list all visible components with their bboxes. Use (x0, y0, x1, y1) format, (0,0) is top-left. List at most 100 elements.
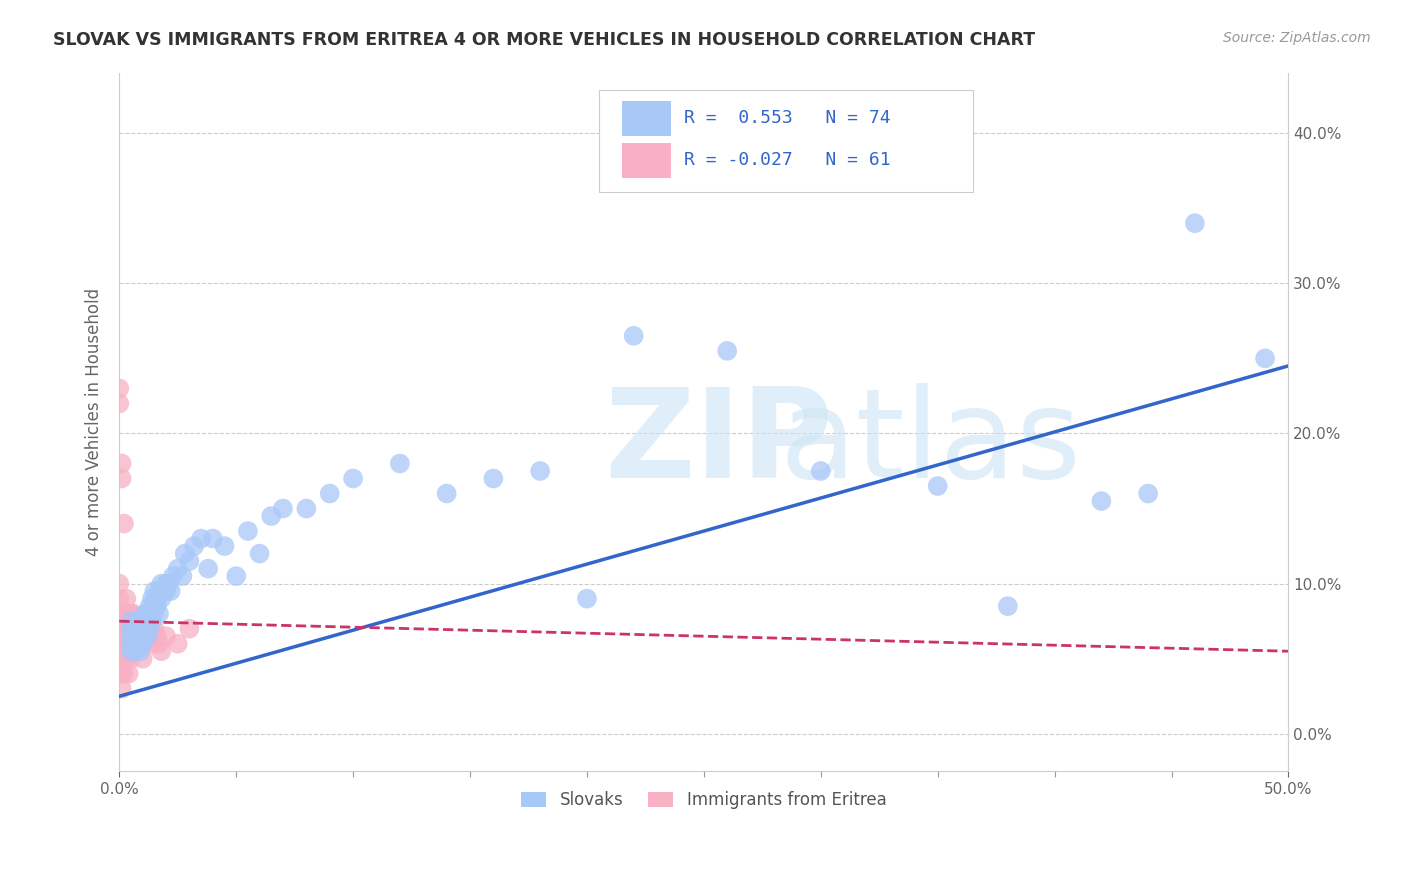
Point (162, 569, 184, 583)
Point (117, 666, 139, 681)
Point (108, 622, 131, 636)
Point (623, 328, 645, 343)
Point (134, 607, 156, 621)
Point (117, 607, 139, 621)
Point (129, 622, 152, 636)
Point (129, 629, 152, 643)
Point (150, 644, 173, 658)
Point (115, 591, 138, 606)
Point (271, 501, 294, 516)
Point (108, 576, 131, 591)
Point (295, 501, 318, 516)
Point (183, 539, 205, 553)
Point (124, 629, 146, 643)
Point (120, 644, 142, 658)
Point (120, 622, 142, 636)
Point (120, 607, 142, 621)
Point (179, 622, 201, 636)
Point (214, 539, 236, 553)
Point (155, 584, 177, 599)
Text: ZIP: ZIP (605, 383, 834, 504)
Point (131, 614, 153, 628)
Point (143, 607, 166, 621)
Point (110, 666, 132, 681)
Point (150, 591, 173, 606)
Point (112, 637, 135, 651)
Point (529, 464, 551, 478)
Point (225, 569, 247, 583)
Point (112, 651, 135, 665)
Point (148, 637, 170, 651)
Point (810, 464, 832, 478)
Text: R =  0.553   N = 74: R = 0.553 N = 74 (683, 110, 890, 128)
Point (136, 629, 159, 643)
Point (131, 629, 153, 643)
Point (127, 637, 149, 651)
Point (112, 607, 135, 621)
Text: Source: ZipAtlas.com: Source: ZipAtlas.com (1223, 31, 1371, 45)
Point (388, 457, 411, 471)
Point (150, 576, 173, 591)
Point (108, 651, 131, 665)
Point (145, 591, 167, 606)
Point (141, 614, 163, 628)
Point (131, 622, 153, 636)
Point (342, 471, 364, 485)
Point (179, 554, 201, 568)
Point (436, 486, 458, 500)
Point (120, 629, 142, 643)
Point (110, 637, 132, 651)
Point (134, 622, 156, 636)
Point (112, 516, 135, 531)
Point (124, 637, 146, 651)
Point (148, 607, 170, 621)
Point (108, 637, 131, 651)
FancyBboxPatch shape (621, 143, 671, 178)
Point (124, 614, 146, 628)
Point (129, 637, 152, 651)
Point (482, 471, 505, 485)
Point (108, 607, 131, 621)
Point (136, 622, 159, 636)
Point (115, 607, 138, 621)
Point (172, 569, 194, 583)
FancyBboxPatch shape (599, 90, 973, 192)
Point (155, 629, 177, 643)
Point (120, 637, 142, 651)
Point (1137, 486, 1160, 500)
Point (148, 584, 170, 599)
Point (110, 457, 132, 471)
Point (145, 629, 167, 643)
Point (110, 681, 132, 696)
Point (112, 666, 135, 681)
Point (115, 651, 138, 665)
Point (997, 599, 1019, 614)
Point (124, 644, 146, 658)
Point (108, 396, 131, 410)
Point (124, 644, 146, 658)
Point (145, 599, 167, 614)
Point (319, 486, 342, 500)
Point (575, 591, 598, 606)
Point (131, 637, 153, 651)
Point (122, 607, 145, 621)
Point (197, 561, 219, 575)
Point (117, 622, 139, 636)
Point (110, 666, 132, 681)
Point (141, 637, 163, 651)
Point (166, 561, 188, 575)
Point (110, 471, 132, 485)
Point (129, 644, 152, 658)
Point (138, 622, 160, 636)
Point (136, 607, 159, 621)
Point (1090, 494, 1112, 508)
Point (112, 651, 135, 665)
Point (190, 532, 212, 546)
Point (122, 622, 145, 636)
Point (1254, 351, 1277, 366)
Point (260, 509, 283, 524)
Legend: Slovaks, Immigrants from Eritrea: Slovaks, Immigrants from Eritrea (515, 784, 893, 815)
Point (108, 651, 131, 665)
Point (124, 629, 146, 643)
Point (127, 614, 149, 628)
